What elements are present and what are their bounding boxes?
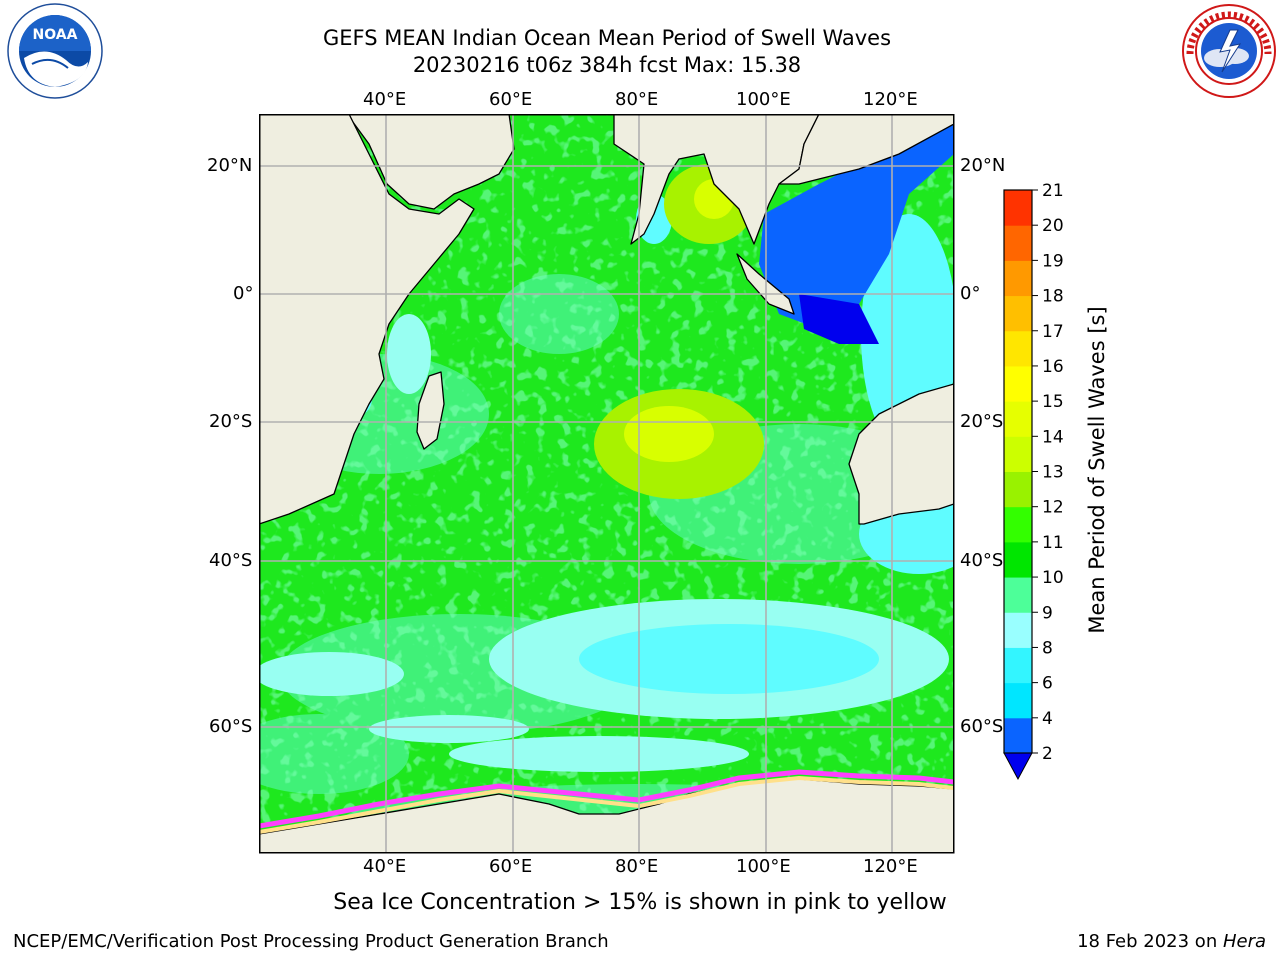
lon-label-top-120e: 120°E <box>863 89 918 110</box>
colorbar-tick-label: 21 <box>1042 181 1064 201</box>
lat-label-left-0: 0° <box>233 283 254 304</box>
colorbar-segment-8-9 <box>1004 612 1032 648</box>
swell-6-9s-areas <box>259 194 954 772</box>
colorbar-segment-10-11 <box>1004 541 1032 578</box>
lat-label-right-60s: 60°S <box>960 716 1004 737</box>
colorbar-tick-label: 18 <box>1042 287 1064 307</box>
footer-host: Hera <box>1222 931 1266 952</box>
chart-subtitle: 20230216 t06z 384h fcst Max: 15.38 <box>412 53 802 77</box>
colorbar-tick-label: 11 <box>1042 533 1064 553</box>
noaa-logo-text: NOAA <box>33 27 78 43</box>
map-gridlines <box>259 114 954 853</box>
lat-label-right-0: 0° <box>960 283 981 304</box>
colorbar-tick-label: 15 <box>1042 392 1064 412</box>
colorbar-tick-label: 16 <box>1042 357 1064 377</box>
colorbar-tick-label: 4 <box>1042 709 1053 729</box>
swell-2-4s-areas <box>759 114 954 344</box>
lat-label-right-40s: 40°S <box>960 550 1004 571</box>
colorbar-segment-4-6 <box>1004 682 1032 719</box>
colorbar-tick-label: 6 <box>1042 674 1053 694</box>
colorbar-tick-label: 10 <box>1042 568 1064 588</box>
colorbar-segment-6-8 <box>1004 647 1032 684</box>
lat-label-left-20s: 20°S <box>209 411 253 432</box>
nws-logo <box>1182 4 1276 98</box>
colorbar: 2 4 6 8 9 10 11 12 13 14 15 16 17 18 19 20 21 <box>1003 181 1064 781</box>
footer-date-text: 18 Feb 2023 on <box>1077 931 1223 952</box>
lon-label-bottom-80e: 80°E <box>615 856 659 877</box>
lon-label-top-100e: 100°E <box>736 89 791 110</box>
lat-label-right-20n: 20°N <box>960 155 1006 176</box>
colorbar-tick-label: 14 <box>1042 427 1064 447</box>
lon-label-bottom-40e: 40°E <box>363 856 407 877</box>
sea-ice-fringe <box>259 769 954 834</box>
colorbar-tick-label: 9 <box>1042 603 1053 623</box>
colorbar-segment-19-20 <box>1004 225 1032 261</box>
sea-ice-caption: Sea Ice Concentration > 15% is shown in … <box>333 890 947 915</box>
lat-label-right-20s: 20°S <box>960 411 1004 432</box>
colorbar-tick-label: 17 <box>1042 322 1064 342</box>
footer-credit: NCEP/EMC/Verification Post Processing Pr… <box>13 931 609 952</box>
colorbar-segment-11-12 <box>1004 506 1032 543</box>
colorbar-segment-12-13 <box>1004 471 1032 508</box>
lon-label-top-40e: 40°E <box>363 89 407 110</box>
colorbar-segment-15-16 <box>1004 365 1032 402</box>
colorbar-segment-18-19 <box>1004 260 1032 297</box>
colorbar-under-triangle <box>1003 752 1033 781</box>
colorbar-tick-label: 12 <box>1042 498 1064 518</box>
colorbar-segment-9-10 <box>1004 577 1032 613</box>
lat-label-left-60s: 60°S <box>209 716 253 737</box>
lon-label-top-80e: 80°E <box>615 89 659 110</box>
colorbar-segment-2-4 <box>1004 717 1032 754</box>
lon-label-bottom-60e: 60°E <box>489 856 533 877</box>
colorbar-segment-20-21 <box>1004 190 1032 226</box>
swell-period-map <box>259 114 955 854</box>
colorbar-tick-label: 13 <box>1042 463 1064 483</box>
map-frame <box>259 114 955 854</box>
colorbar-segment-17-18 <box>1004 295 1032 332</box>
footer-date: 18 Feb 2023 on Hera <box>1077 931 1266 952</box>
chart-title: GEFS MEAN Indian Ocean Mean Period of Sw… <box>322 26 892 50</box>
lat-label-left-40s: 40°S <box>209 550 253 571</box>
lon-label-top-60e: 60°E <box>489 89 533 110</box>
colorbar-segment-16-17 <box>1004 330 1032 367</box>
colorbar-label: Mean Period of Swell Waves [s] <box>1085 306 1109 634</box>
lon-label-bottom-100e: 100°E <box>736 856 791 877</box>
colorbar-tick-label: 2 <box>1042 744 1053 764</box>
colorbar-segments <box>1003 189 1033 781</box>
lon-label-bottom-120e: 120°E <box>863 856 918 877</box>
colorbar-tick-label: 8 <box>1042 638 1053 658</box>
colorbar-ticks: 2 4 6 8 9 10 11 12 13 14 15 16 17 18 19 20 21 <box>1032 181 1064 764</box>
colorbar-tick-label: 19 <box>1042 251 1064 271</box>
noaa-logo: NOAA <box>7 3 103 99</box>
colorbar-segment-13-14 <box>1004 436 1032 472</box>
lat-label-left-20n: 20°N <box>207 155 253 176</box>
colorbar-segment-14-15 <box>1004 401 1032 437</box>
colorbar-tick-label: 20 <box>1042 216 1064 236</box>
